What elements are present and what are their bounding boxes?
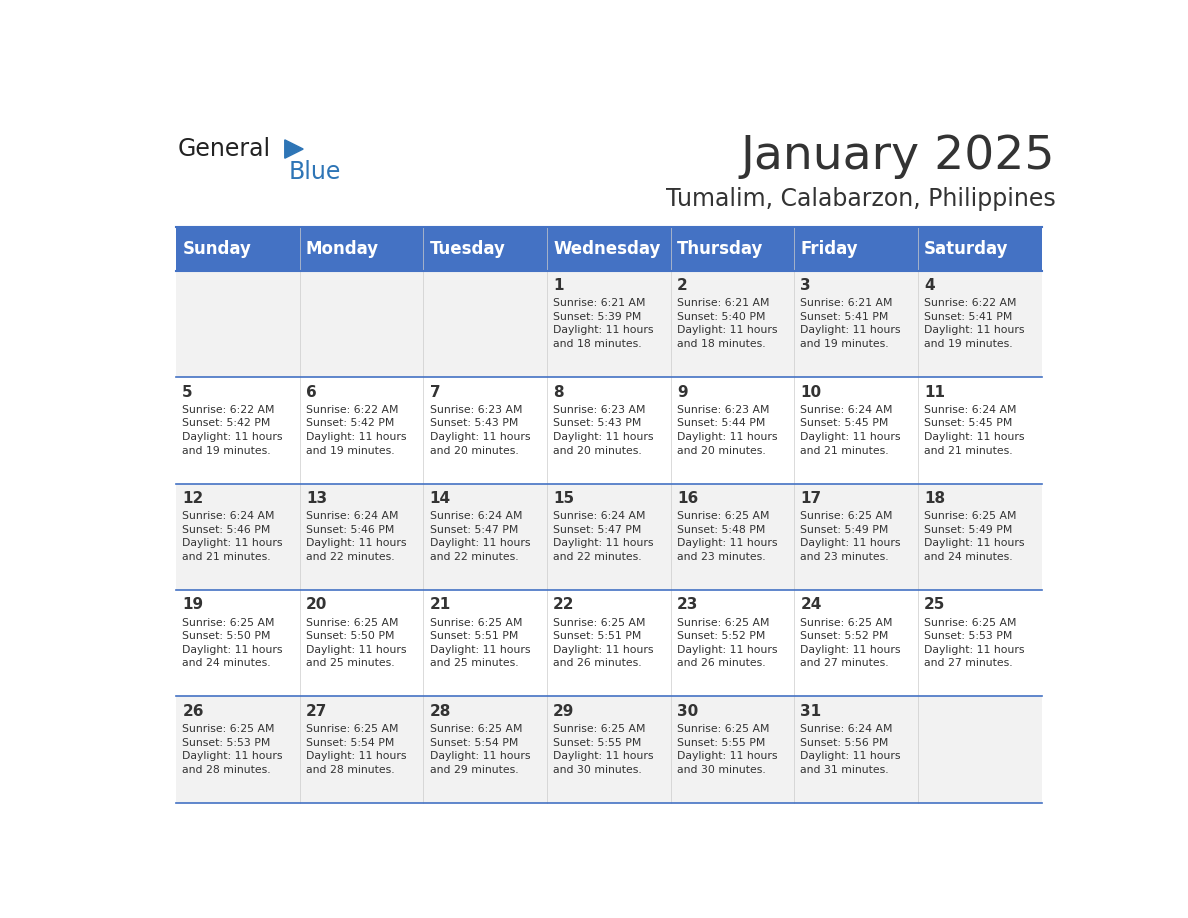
Text: Sunrise: 6:25 AM
Sunset: 5:48 PM
Daylight: 11 hours
and 23 minutes.: Sunrise: 6:25 AM Sunset: 5:48 PM Dayligh… bbox=[677, 511, 777, 562]
Text: Sunrise: 6:25 AM
Sunset: 5:52 PM
Daylight: 11 hours
and 26 minutes.: Sunrise: 6:25 AM Sunset: 5:52 PM Dayligh… bbox=[677, 618, 777, 668]
Text: 6: 6 bbox=[307, 385, 317, 399]
Text: 26: 26 bbox=[182, 704, 204, 719]
Text: Sunrise: 6:22 AM
Sunset: 5:42 PM
Daylight: 11 hours
and 19 minutes.: Sunrise: 6:22 AM Sunset: 5:42 PM Dayligh… bbox=[182, 405, 283, 455]
Text: General: General bbox=[178, 137, 271, 161]
Text: Sunrise: 6:25 AM
Sunset: 5:49 PM
Daylight: 11 hours
and 24 minutes.: Sunrise: 6:25 AM Sunset: 5:49 PM Dayligh… bbox=[924, 511, 1024, 562]
Bar bbox=[176, 271, 1042, 377]
Text: 20: 20 bbox=[307, 598, 328, 612]
Text: Sunrise: 6:24 AM
Sunset: 5:56 PM
Daylight: 11 hours
and 31 minutes.: Sunrise: 6:24 AM Sunset: 5:56 PM Dayligh… bbox=[801, 724, 901, 775]
Text: 14: 14 bbox=[430, 491, 450, 506]
Text: 19: 19 bbox=[182, 598, 203, 612]
Text: Sunrise: 6:24 AM
Sunset: 5:47 PM
Daylight: 11 hours
and 22 minutes.: Sunrise: 6:24 AM Sunset: 5:47 PM Dayligh… bbox=[554, 511, 653, 562]
Text: Sunrise: 6:21 AM
Sunset: 5:39 PM
Daylight: 11 hours
and 18 minutes.: Sunrise: 6:21 AM Sunset: 5:39 PM Dayligh… bbox=[554, 298, 653, 349]
Text: 22: 22 bbox=[554, 598, 575, 612]
Text: 15: 15 bbox=[554, 491, 574, 506]
Text: Sunrise: 6:22 AM
Sunset: 5:42 PM
Daylight: 11 hours
and 19 minutes.: Sunrise: 6:22 AM Sunset: 5:42 PM Dayligh… bbox=[307, 405, 406, 455]
Text: 5: 5 bbox=[182, 385, 192, 399]
Text: 1: 1 bbox=[554, 278, 564, 293]
Text: Sunrise: 6:23 AM
Sunset: 5:44 PM
Daylight: 11 hours
and 20 minutes.: Sunrise: 6:23 AM Sunset: 5:44 PM Dayligh… bbox=[677, 405, 777, 455]
Text: Sunrise: 6:21 AM
Sunset: 5:41 PM
Daylight: 11 hours
and 19 minutes.: Sunrise: 6:21 AM Sunset: 5:41 PM Dayligh… bbox=[801, 298, 901, 349]
Text: Sunrise: 6:25 AM
Sunset: 5:53 PM
Daylight: 11 hours
and 28 minutes.: Sunrise: 6:25 AM Sunset: 5:53 PM Dayligh… bbox=[182, 724, 283, 775]
Text: 29: 29 bbox=[554, 704, 575, 719]
Text: Sunrise: 6:25 AM
Sunset: 5:54 PM
Daylight: 11 hours
and 28 minutes.: Sunrise: 6:25 AM Sunset: 5:54 PM Dayligh… bbox=[307, 724, 406, 775]
Text: Saturday: Saturday bbox=[924, 240, 1009, 258]
Text: Sunrise: 6:25 AM
Sunset: 5:51 PM
Daylight: 11 hours
and 25 minutes.: Sunrise: 6:25 AM Sunset: 5:51 PM Dayligh… bbox=[430, 618, 530, 668]
Text: 30: 30 bbox=[677, 704, 699, 719]
Text: Sunrise: 6:24 AM
Sunset: 5:46 PM
Daylight: 11 hours
and 21 minutes.: Sunrise: 6:24 AM Sunset: 5:46 PM Dayligh… bbox=[182, 511, 283, 562]
Text: 7: 7 bbox=[430, 385, 441, 399]
Bar bbox=[176, 227, 1042, 271]
Text: Blue: Blue bbox=[289, 161, 341, 185]
Bar bbox=[176, 697, 1042, 803]
Text: 3: 3 bbox=[801, 278, 811, 293]
Text: 21: 21 bbox=[430, 598, 450, 612]
Text: 10: 10 bbox=[801, 385, 822, 399]
Text: Sunrise: 6:25 AM
Sunset: 5:54 PM
Daylight: 11 hours
and 29 minutes.: Sunrise: 6:25 AM Sunset: 5:54 PM Dayligh… bbox=[430, 724, 530, 775]
Text: 18: 18 bbox=[924, 491, 946, 506]
Text: 25: 25 bbox=[924, 598, 946, 612]
Text: Sunrise: 6:25 AM
Sunset: 5:51 PM
Daylight: 11 hours
and 26 minutes.: Sunrise: 6:25 AM Sunset: 5:51 PM Dayligh… bbox=[554, 618, 653, 668]
Text: 12: 12 bbox=[182, 491, 203, 506]
Text: Sunday: Sunday bbox=[182, 240, 251, 258]
Text: Thursday: Thursday bbox=[677, 240, 763, 258]
Text: 27: 27 bbox=[307, 704, 328, 719]
Text: Tumalim, Calabarzon, Philippines: Tumalim, Calabarzon, Philippines bbox=[665, 186, 1055, 210]
Text: Sunrise: 6:24 AM
Sunset: 5:47 PM
Daylight: 11 hours
and 22 minutes.: Sunrise: 6:24 AM Sunset: 5:47 PM Dayligh… bbox=[430, 511, 530, 562]
Text: Sunrise: 6:22 AM
Sunset: 5:41 PM
Daylight: 11 hours
and 19 minutes.: Sunrise: 6:22 AM Sunset: 5:41 PM Dayligh… bbox=[924, 298, 1024, 349]
Text: 28: 28 bbox=[430, 704, 451, 719]
Text: Sunrise: 6:24 AM
Sunset: 5:45 PM
Daylight: 11 hours
and 21 minutes.: Sunrise: 6:24 AM Sunset: 5:45 PM Dayligh… bbox=[801, 405, 901, 455]
Text: 4: 4 bbox=[924, 278, 935, 293]
Text: 9: 9 bbox=[677, 385, 688, 399]
Bar bbox=[176, 590, 1042, 697]
Text: 16: 16 bbox=[677, 491, 699, 506]
Text: 23: 23 bbox=[677, 598, 699, 612]
Text: Sunrise: 6:25 AM
Sunset: 5:55 PM
Daylight: 11 hours
and 30 minutes.: Sunrise: 6:25 AM Sunset: 5:55 PM Dayligh… bbox=[554, 724, 653, 775]
Text: Sunrise: 6:23 AM
Sunset: 5:43 PM
Daylight: 11 hours
and 20 minutes.: Sunrise: 6:23 AM Sunset: 5:43 PM Dayligh… bbox=[430, 405, 530, 455]
Text: 31: 31 bbox=[801, 704, 822, 719]
Text: Sunrise: 6:25 AM
Sunset: 5:50 PM
Daylight: 11 hours
and 24 minutes.: Sunrise: 6:25 AM Sunset: 5:50 PM Dayligh… bbox=[182, 618, 283, 668]
Text: Tuesday: Tuesday bbox=[430, 240, 505, 258]
Text: 17: 17 bbox=[801, 491, 822, 506]
Text: 8: 8 bbox=[554, 385, 564, 399]
Text: Sunrise: 6:24 AM
Sunset: 5:45 PM
Daylight: 11 hours
and 21 minutes.: Sunrise: 6:24 AM Sunset: 5:45 PM Dayligh… bbox=[924, 405, 1024, 455]
Text: Sunrise: 6:25 AM
Sunset: 5:49 PM
Daylight: 11 hours
and 23 minutes.: Sunrise: 6:25 AM Sunset: 5:49 PM Dayligh… bbox=[801, 511, 901, 562]
Text: Sunrise: 6:24 AM
Sunset: 5:46 PM
Daylight: 11 hours
and 22 minutes.: Sunrise: 6:24 AM Sunset: 5:46 PM Dayligh… bbox=[307, 511, 406, 562]
Text: Friday: Friday bbox=[801, 240, 858, 258]
Text: Sunrise: 6:25 AM
Sunset: 5:50 PM
Daylight: 11 hours
and 25 minutes.: Sunrise: 6:25 AM Sunset: 5:50 PM Dayligh… bbox=[307, 618, 406, 668]
Text: Wednesday: Wednesday bbox=[554, 240, 661, 258]
Text: Sunrise: 6:23 AM
Sunset: 5:43 PM
Daylight: 11 hours
and 20 minutes.: Sunrise: 6:23 AM Sunset: 5:43 PM Dayligh… bbox=[554, 405, 653, 455]
Text: Monday: Monday bbox=[307, 240, 379, 258]
Text: Sunrise: 6:25 AM
Sunset: 5:52 PM
Daylight: 11 hours
and 27 minutes.: Sunrise: 6:25 AM Sunset: 5:52 PM Dayligh… bbox=[801, 618, 901, 668]
Text: Sunrise: 6:21 AM
Sunset: 5:40 PM
Daylight: 11 hours
and 18 minutes.: Sunrise: 6:21 AM Sunset: 5:40 PM Dayligh… bbox=[677, 298, 777, 349]
Bar bbox=[176, 377, 1042, 484]
Text: Sunrise: 6:25 AM
Sunset: 5:53 PM
Daylight: 11 hours
and 27 minutes.: Sunrise: 6:25 AM Sunset: 5:53 PM Dayligh… bbox=[924, 618, 1024, 668]
Text: 13: 13 bbox=[307, 491, 327, 506]
Text: Sunrise: 6:25 AM
Sunset: 5:55 PM
Daylight: 11 hours
and 30 minutes.: Sunrise: 6:25 AM Sunset: 5:55 PM Dayligh… bbox=[677, 724, 777, 775]
Text: 11: 11 bbox=[924, 385, 946, 399]
Bar bbox=[176, 484, 1042, 590]
Text: 24: 24 bbox=[801, 598, 822, 612]
Polygon shape bbox=[285, 140, 303, 158]
Text: 2: 2 bbox=[677, 278, 688, 293]
Text: January 2025: January 2025 bbox=[741, 134, 1055, 179]
